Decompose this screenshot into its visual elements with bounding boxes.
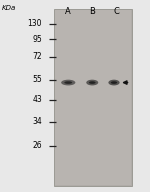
Bar xyxy=(54,9,132,186)
Ellipse shape xyxy=(61,80,75,85)
Ellipse shape xyxy=(89,81,96,84)
Text: 72: 72 xyxy=(32,52,42,61)
Ellipse shape xyxy=(108,80,120,85)
Text: 95: 95 xyxy=(32,35,42,44)
Ellipse shape xyxy=(111,81,117,84)
Ellipse shape xyxy=(64,81,72,84)
Text: 130: 130 xyxy=(27,20,42,28)
Text: 26: 26 xyxy=(32,142,42,150)
Text: 55: 55 xyxy=(32,75,42,84)
Text: B: B xyxy=(89,7,95,16)
Text: 43: 43 xyxy=(32,95,42,104)
Text: 34: 34 xyxy=(32,118,42,126)
Ellipse shape xyxy=(86,80,98,85)
Bar xyxy=(55,10,131,185)
Text: A: A xyxy=(65,7,71,16)
Text: C: C xyxy=(113,7,119,16)
Text: KDa: KDa xyxy=(2,5,16,11)
